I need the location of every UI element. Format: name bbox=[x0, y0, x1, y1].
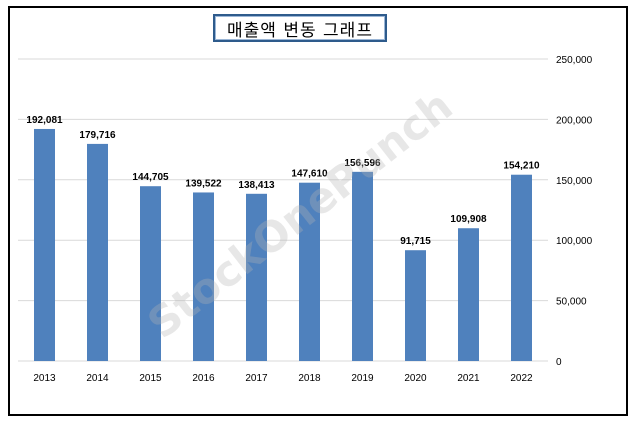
bar bbox=[193, 192, 214, 361]
bar bbox=[405, 250, 426, 361]
bar bbox=[299, 182, 320, 361]
x-tick-label: 2015 bbox=[139, 373, 162, 384]
data-label: 154,210 bbox=[503, 161, 540, 172]
data-label: 147,610 bbox=[291, 169, 328, 180]
bar bbox=[246, 193, 267, 361]
bar bbox=[87, 143, 108, 361]
data-label: 139,522 bbox=[185, 178, 222, 189]
x-tick-label: 2019 bbox=[351, 373, 374, 384]
data-label: 179,716 bbox=[79, 130, 116, 141]
y-tick-label: 0 bbox=[556, 357, 562, 368]
x-tick-label: 2021 bbox=[457, 373, 480, 384]
bar bbox=[458, 228, 479, 361]
bar bbox=[511, 174, 532, 361]
data-label: 109,908 bbox=[450, 214, 487, 225]
y-tick-label: 50,000 bbox=[556, 297, 587, 308]
chart-title: 매출액 변동 그래프 bbox=[213, 14, 387, 42]
x-tick-label: 2022 bbox=[510, 373, 533, 384]
x-tick-label: 2016 bbox=[192, 373, 215, 384]
data-label: 144,705 bbox=[132, 172, 169, 183]
data-label: 91,715 bbox=[400, 236, 431, 247]
x-tick-label: 2020 bbox=[404, 373, 427, 384]
y-tick-label: 200,000 bbox=[556, 115, 593, 126]
data-label: 192,081 bbox=[26, 115, 63, 126]
bar bbox=[34, 128, 55, 361]
y-tick-label: 150,000 bbox=[556, 176, 593, 187]
x-tick-label: 2018 bbox=[298, 373, 321, 384]
bar bbox=[352, 171, 373, 361]
y-tick-label: 250,000 bbox=[556, 55, 593, 66]
data-label: 156,596 bbox=[344, 158, 381, 169]
bar bbox=[140, 186, 161, 361]
x-tick-label: 2017 bbox=[245, 373, 268, 384]
x-tick-label: 2014 bbox=[86, 373, 109, 384]
data-label: 138,413 bbox=[238, 180, 275, 191]
x-tick-label: 2013 bbox=[33, 373, 56, 384]
y-tick-label: 100,000 bbox=[556, 236, 593, 247]
